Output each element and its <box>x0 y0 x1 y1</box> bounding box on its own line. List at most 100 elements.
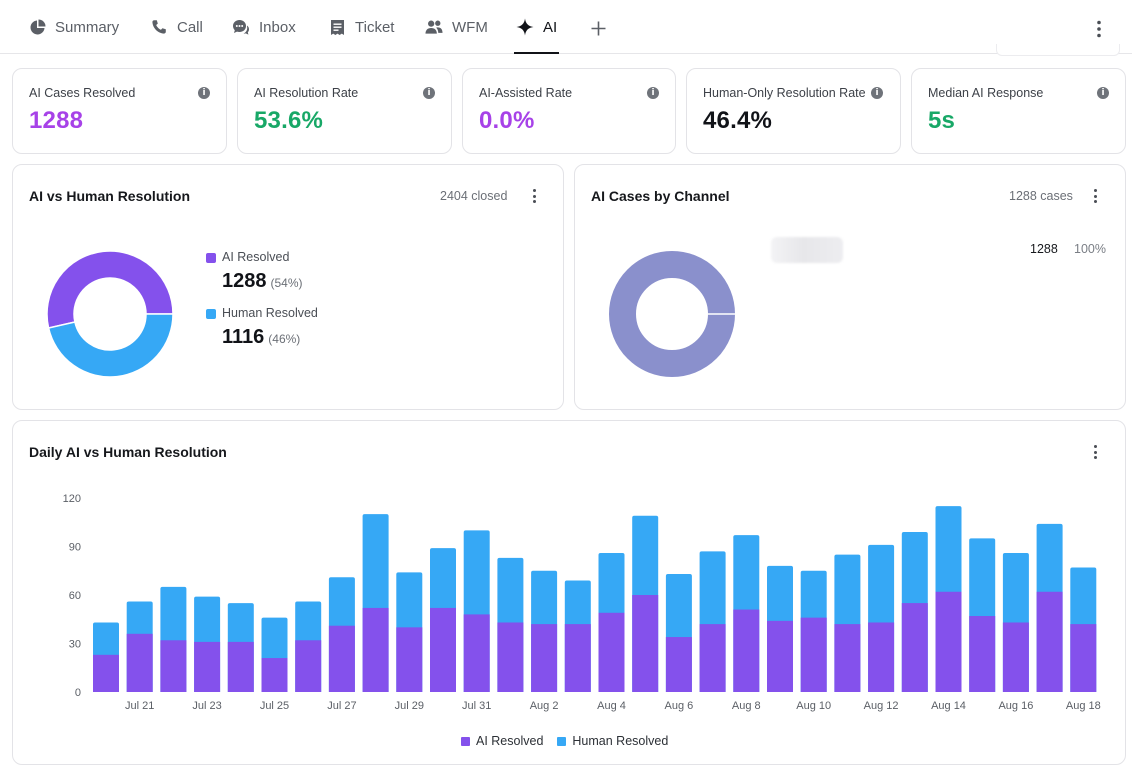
channel-count: 1288 <box>1030 242 1058 256</box>
people-icon <box>425 18 443 36</box>
panel-menu-button[interactable] <box>1088 187 1102 205</box>
chat-bubbles-icon <box>232 18 250 36</box>
x-tick-label: Jul 27 <box>327 700 356 712</box>
bar-ai-resolved[interactable] <box>531 624 558 692</box>
tab-label: Call <box>177 18 203 36</box>
bar-ai-resolved[interactable] <box>969 616 996 692</box>
tab-ticket[interactable]: Ticket <box>328 0 394 54</box>
channel-donut-chart <box>609 251 736 377</box>
y-tick-label: 30 <box>69 639 81 651</box>
tab-label: Inbox <box>259 18 296 36</box>
bar-ai-resolved[interactable] <box>767 620 793 692</box>
chart-legend: AI Resolved Human Resolved <box>461 734 668 748</box>
bar-ai-resolved[interactable] <box>463 614 490 692</box>
legend-swatch <box>206 309 216 319</box>
panel-menu-button[interactable] <box>1088 443 1102 461</box>
y-tick-label: 60 <box>69 590 81 602</box>
tab-inbox[interactable]: Inbox <box>232 0 296 54</box>
info-icon[interactable]: i <box>198 87 210 99</box>
y-tick-label: 90 <box>69 542 81 554</box>
bar-ai-resolved[interactable] <box>160 640 187 692</box>
bar-ai-resolved[interactable] <box>1036 591 1063 692</box>
bar-ai-resolved[interactable] <box>935 591 962 692</box>
bar-ai-resolved[interactable] <box>868 622 895 692</box>
daily-stacked-bar-chart: 0 30 60 90 120 Jul 21 Jul 23 Jul 25 Jul 27 Jul 29… <box>63 493 1101 712</box>
donut-slice-ai-resolved <box>46 250 174 329</box>
kpi-value: 5s <box>928 107 956 134</box>
tab-wfm[interactable]: WFM <box>425 0 488 54</box>
x-tick-label: Aug 18 <box>1066 700 1101 712</box>
x-tick-label: Aug 14 <box>931 700 966 712</box>
donut-slice-human-resolved <box>47 313 174 378</box>
pie-chart-icon <box>28 18 46 36</box>
tab-label: Summary <box>55 18 120 36</box>
panel-title: Daily AI vs Human Resolution <box>29 444 227 460</box>
info-icon[interactable]: i <box>871 87 883 99</box>
bar-ai-resolved[interactable] <box>733 609 760 692</box>
legend-label: AI Resolved <box>222 250 290 264</box>
info-icon[interactable]: i <box>1097 87 1109 99</box>
add-tab-button[interactable] <box>588 18 608 38</box>
kpi-label: Median AI Response <box>928 86 1044 100</box>
tab-ai[interactable]: AI <box>513 0 560 54</box>
more-options-button[interactable] <box>1090 19 1108 39</box>
bar-ai-resolved[interactable] <box>93 654 119 692</box>
channel-donut-panel: AI Cases by Channel 1288 cases 1288 100% <box>574 164 1126 410</box>
bar-ai-resolved[interactable] <box>564 624 591 692</box>
legend-swatch <box>557 736 567 746</box>
info-icon[interactable]: i <box>423 87 435 99</box>
resolution-donut-panel: AI vs Human Resolution 2404 closed AI Re… <box>12 164 564 410</box>
ai-resolved-percent: (54%) <box>270 276 303 290</box>
kpi-label: AI Cases Resolved <box>29 86 136 100</box>
bar-ai-resolved[interactable] <box>901 603 928 692</box>
human-resolved-percent: (46%) <box>268 332 301 346</box>
x-tick-label: Aug 10 <box>796 700 831 712</box>
kpi-label: AI Resolution Rate <box>254 86 359 100</box>
bar-ai-resolved[interactable] <box>362 607 389 692</box>
info-icon[interactable]: i <box>647 87 659 99</box>
bar-ai-resolved[interactable] <box>497 622 524 692</box>
tab-label: AI <box>543 18 558 36</box>
bar-ai-resolved[interactable] <box>665 637 692 692</box>
bar-ai-resolved[interactable] <box>699 624 726 692</box>
bar-ai-resolved[interactable] <box>194 641 221 692</box>
bar-ai-resolved[interactable] <box>126 633 153 692</box>
x-tick-label: Aug 4 <box>597 700 626 712</box>
tab-summary[interactable]: Summary <box>28 0 119 54</box>
y-tick-label: 120 <box>63 493 81 505</box>
tab-label: Ticket <box>355 18 395 36</box>
kpi-card-ai-resolution-rate: AI Resolution Rate i 53.6% <box>237 68 452 154</box>
bar-ai-resolved[interactable] <box>295 640 322 692</box>
bar-ai-resolved[interactable] <box>261 658 288 692</box>
channel-name-redacted <box>771 237 843 263</box>
bar-ai-resolved[interactable] <box>1002 622 1029 692</box>
legend-label: Human Resolved <box>222 306 318 320</box>
panel-title: AI Cases by Channel <box>591 188 730 204</box>
kpi-value: 46.4% <box>703 107 773 134</box>
legend-swatch <box>461 736 470 746</box>
resolution-donut-chart <box>46 250 174 378</box>
human-resolved-count: 1116 <box>222 326 265 348</box>
bar-ai-resolved[interactable] <box>396 627 423 692</box>
bar-ai-resolved[interactable] <box>328 625 355 692</box>
legend-item-human: Human Resolved <box>557 734 668 748</box>
bar-ai-resolved[interactable] <box>632 595 659 692</box>
phone-icon <box>150 18 168 36</box>
donut-slice-channel <box>609 251 735 377</box>
bar-ai-resolved[interactable] <box>227 641 254 692</box>
bar-ai-resolved[interactable] <box>598 612 625 692</box>
x-tick-label: Aug 6 <box>665 700 694 712</box>
tab-call[interactable]: Call <box>150 0 203 54</box>
bar-ai-resolved[interactable] <box>430 607 456 692</box>
kebab-menu-icon <box>1097 20 1101 38</box>
panel-menu-button[interactable] <box>527 187 541 205</box>
bar-ai-resolved[interactable] <box>834 624 861 692</box>
bar-ai-resolved[interactable] <box>800 617 827 692</box>
x-tick-label: Aug 8 <box>732 700 761 712</box>
sparkle-icon <box>516 18 534 36</box>
kpi-value: 53.6% <box>254 107 324 134</box>
kpi-card-human-only-resolution-rate: Human-Only Resolution Rate i 46.4% <box>686 68 901 154</box>
kpi-value: 1288 <box>29 107 84 134</box>
kpi-card-ai-cases-resolved: AI Cases Resolved i 1288 <box>12 68 227 154</box>
bar-ai-resolved[interactable] <box>1070 624 1097 692</box>
